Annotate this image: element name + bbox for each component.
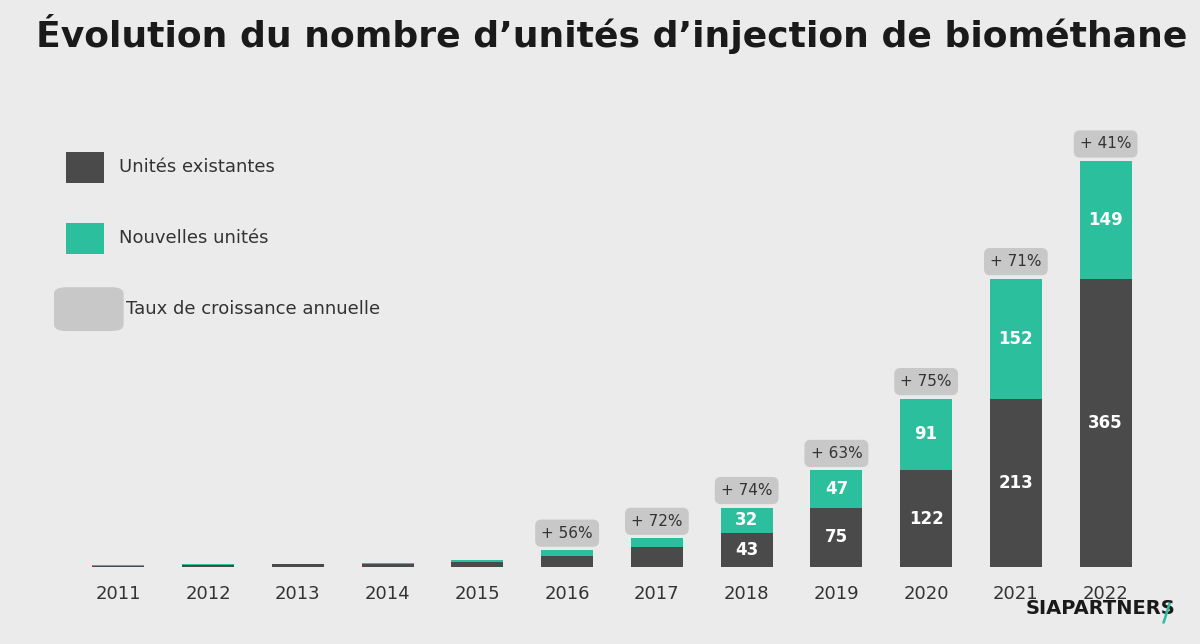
Bar: [92, 566, 144, 567]
Bar: [272, 564, 324, 567]
Bar: [631, 547, 683, 567]
Bar: [451, 562, 503, 567]
Text: SIAPARTNERS: SIAPARTNERS: [1026, 599, 1176, 618]
Text: 43: 43: [736, 541, 758, 559]
Bar: [721, 507, 773, 533]
Text: + 56%: + 56%: [541, 526, 593, 541]
Text: 75: 75: [824, 528, 848, 546]
Bar: [990, 279, 1042, 399]
Bar: [1080, 279, 1132, 567]
Text: /: /: [1162, 601, 1171, 625]
Text: + 72%: + 72%: [631, 514, 683, 529]
Text: 122: 122: [908, 509, 943, 527]
Bar: [900, 399, 952, 470]
Bar: [810, 507, 863, 567]
Text: 152: 152: [998, 330, 1033, 348]
Bar: [810, 470, 863, 507]
Text: Nouvelles unités: Nouvelles unités: [119, 229, 269, 247]
Text: Taux de croissance annuelle: Taux de croissance annuelle: [126, 300, 380, 318]
Title: Évolution du nombre d’unités d’injection de biométhane: Évolution du nombre d’unités d’injection…: [36, 14, 1188, 53]
Text: 47: 47: [824, 480, 848, 498]
Text: 32: 32: [736, 511, 758, 529]
Text: + 63%: + 63%: [810, 446, 863, 461]
Text: + 75%: + 75%: [900, 374, 952, 389]
Bar: [721, 533, 773, 567]
Text: %: %: [83, 302, 95, 316]
Bar: [92, 565, 144, 566]
Text: Unités existantes: Unités existantes: [119, 158, 275, 176]
Bar: [631, 538, 683, 547]
Text: 149: 149: [1088, 211, 1123, 229]
Bar: [541, 550, 593, 556]
Bar: [900, 470, 952, 567]
Text: + 74%: + 74%: [721, 483, 773, 498]
Text: 91: 91: [914, 426, 937, 444]
Bar: [361, 564, 414, 567]
Text: + 71%: + 71%: [990, 254, 1042, 269]
Text: 365: 365: [1088, 413, 1123, 431]
Bar: [361, 563, 414, 564]
Bar: [1080, 161, 1132, 279]
Bar: [182, 564, 234, 565]
Text: 213: 213: [998, 473, 1033, 491]
Bar: [182, 565, 234, 567]
Bar: [990, 399, 1042, 567]
Bar: [541, 556, 593, 567]
Text: + 41%: + 41%: [1080, 137, 1132, 151]
Bar: [451, 560, 503, 562]
